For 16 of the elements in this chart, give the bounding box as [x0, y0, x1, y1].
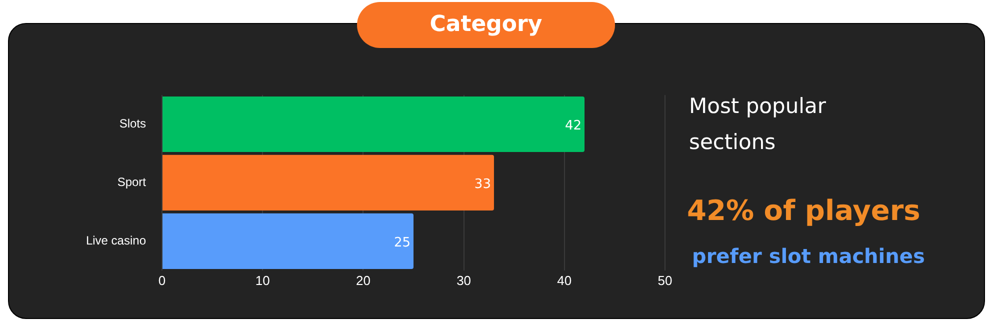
y-tick-label: Sport — [117, 175, 147, 190]
text: 42% of players — [687, 194, 920, 227]
data-label: 33 — [474, 177, 491, 192]
data-label: 42 — [564, 118, 582, 134]
x-tick-label: 30 — [456, 272, 472, 288]
text: prefer slot machines — [692, 244, 925, 268]
x-tick-label: 0 — [158, 272, 166, 288]
chart-title: Category — [357, 2, 615, 48]
y-tick-label: Live casino — [86, 233, 146, 248]
x-tick-label: 10 — [255, 272, 270, 288]
x-tick-label: 20 — [356, 272, 370, 288]
text: Most popular sections — [689, 93, 827, 156]
y-tick-label: Slots — [119, 116, 146, 131]
data-label: 25 — [394, 236, 410, 251]
x-tick-label: 40 — [557, 272, 572, 288]
x-tick-label: 50 — [658, 272, 672, 288]
